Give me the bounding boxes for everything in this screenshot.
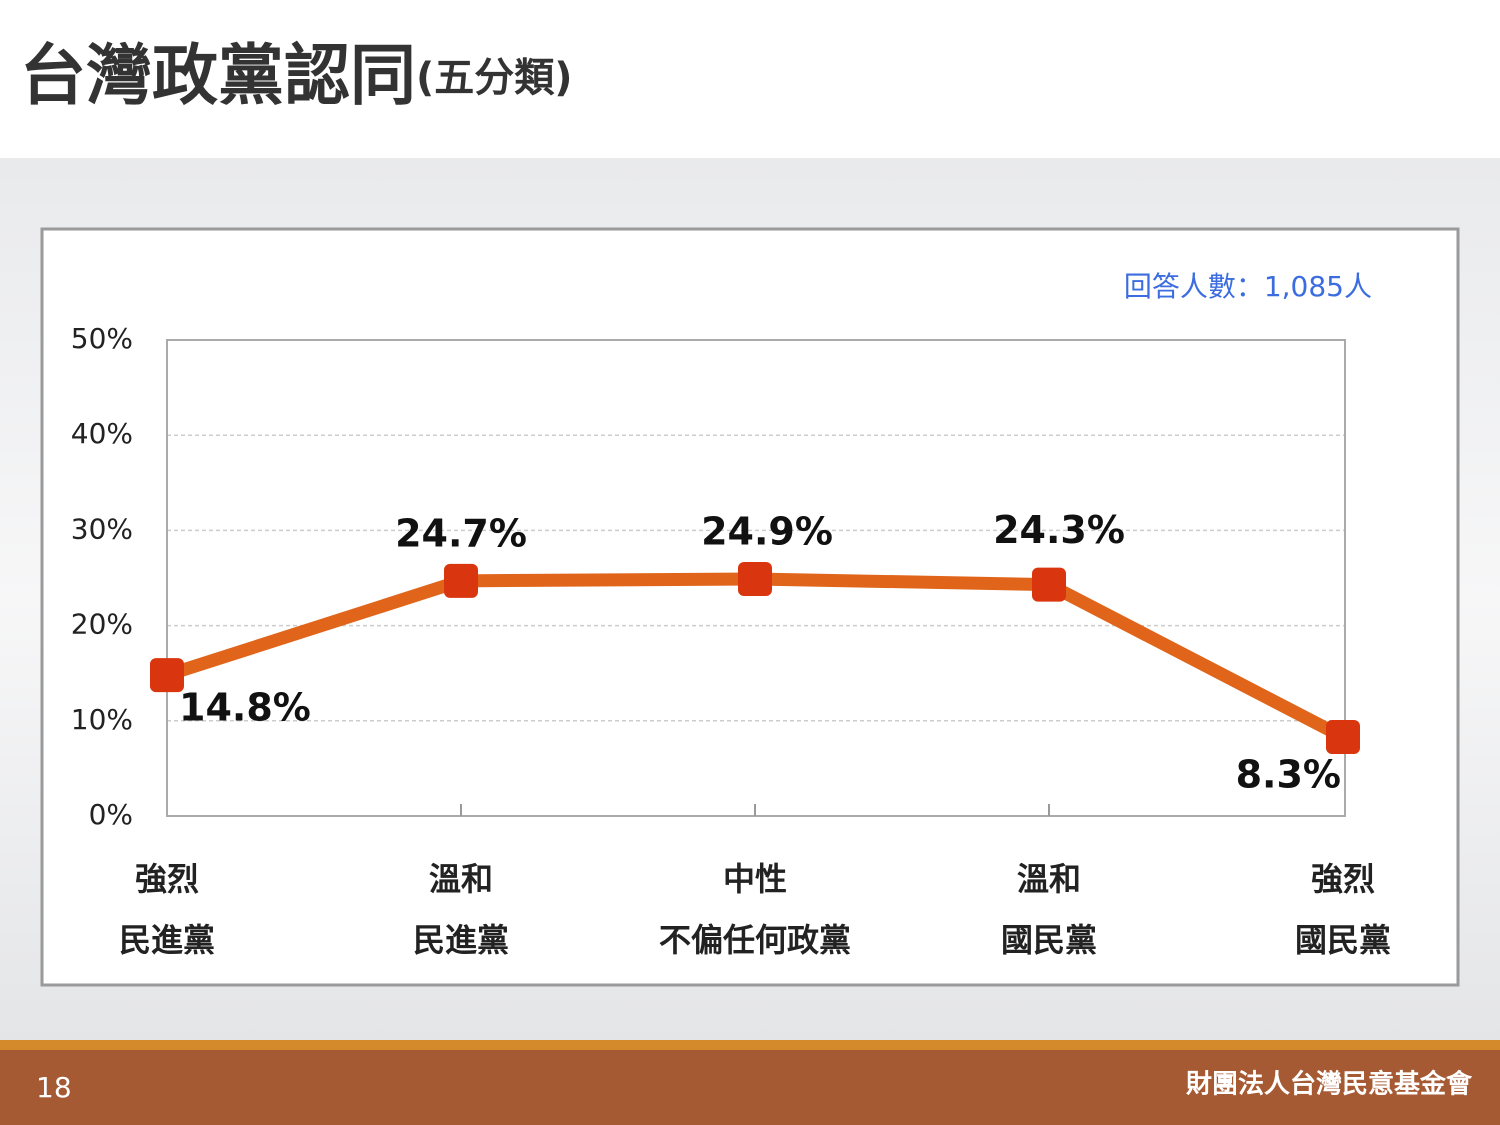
data-label: 8.3% xyxy=(1236,752,1341,796)
page-number: 18 xyxy=(36,1071,72,1104)
data-point xyxy=(738,561,772,596)
chart-title: 台灣政黨認同(五分類) xyxy=(20,37,573,114)
data-label: 14.8% xyxy=(179,686,311,730)
y-tick-label: 0% xyxy=(89,798,133,831)
x-tick-label: 國民黨 xyxy=(1295,921,1391,959)
data-label: 24.3% xyxy=(993,508,1125,552)
data-point xyxy=(150,658,184,693)
data-point xyxy=(1326,719,1360,754)
y-tick-label: 40% xyxy=(71,417,133,450)
chart-frame xyxy=(40,227,1460,987)
footer-stripe xyxy=(0,1040,1500,1050)
footer-bar xyxy=(0,1050,1500,1125)
x-tick-label: 國民黨 xyxy=(1001,921,1097,959)
data-point xyxy=(1032,567,1066,602)
y-tick-label: 50% xyxy=(71,322,133,355)
x-tick-label: 強烈 xyxy=(135,860,199,898)
data-label: 24.9% xyxy=(701,509,833,553)
organization: 財團法人台灣民意基金會 xyxy=(1186,1069,1473,1100)
y-tick-label: 20% xyxy=(71,608,133,641)
annotation: 回答人數：1,085人 xyxy=(1124,270,1372,303)
data-point xyxy=(444,563,478,598)
data-label: 24.7% xyxy=(395,511,527,555)
x-tick-label: 民進黨 xyxy=(119,921,215,959)
x-tick-label: 民進黨 xyxy=(413,921,509,959)
y-tick-label: 30% xyxy=(71,512,133,545)
x-tick-label: 中性 xyxy=(723,860,787,898)
y-tick-label: 10% xyxy=(71,703,133,736)
x-tick-label: 強烈 xyxy=(1311,860,1375,898)
x-tick-label: 溫和 xyxy=(429,860,493,898)
x-tick-label: 溫和 xyxy=(1017,860,1081,898)
x-tick-label: 不偏任何政黨 xyxy=(659,921,851,959)
